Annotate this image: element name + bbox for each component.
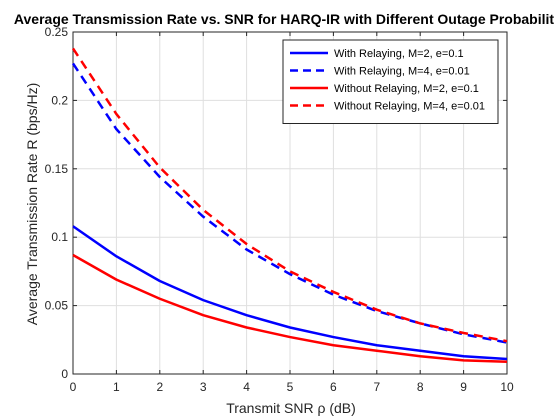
- y-tick-label: 0.2: [51, 93, 68, 107]
- x-tick-label: 6: [330, 380, 337, 394]
- legend-entry-label: With Relaying, M=4, e=0.01: [334, 66, 470, 78]
- axis-ticks: 0 1 2 3 4 5 6 7 8 9 10 0 0.05 0.1 0.15 0.2 0.25: [45, 25, 514, 394]
- x-tick-label: 10: [500, 380, 514, 394]
- x-tick-label: 9: [460, 380, 467, 394]
- x-tick-label: 5: [287, 380, 294, 394]
- legend: With Relaying, M=2, e=0.1 With Relaying, …: [282, 39, 499, 124]
- series-line-1: [72, 225, 508, 361]
- legend-entry-label: With Relaying, M=2, e=0.1: [334, 48, 464, 60]
- x-tick-label: 3: [200, 380, 207, 394]
- x-tick-label: 1: [113, 380, 120, 394]
- series-line-2: [71, 62, 508, 344]
- x-tick-label: 4: [243, 380, 250, 394]
- y-tick-label: 0.15: [45, 162, 69, 176]
- series-line-4: [71, 47, 508, 343]
- x-tick-label: 8: [417, 380, 424, 394]
- legend-entry-label: Without Relaying, M=4, e=0.01: [334, 101, 485, 113]
- x-tick-label: 2: [156, 380, 163, 394]
- series-line-3: [72, 253, 508, 363]
- x-tick-label: 0: [70, 380, 77, 394]
- x-axis-label: Transmit SNR ρ (dB): [226, 400, 356, 416]
- series-lines: [71, 47, 508, 363]
- y-axis-label: Average Transmission Rate R (bps/Hz): [24, 83, 40, 326]
- chart-title: Average Transmission Rate vs. SNR for HA…: [14, 11, 554, 27]
- x-tick-label: 7: [373, 380, 380, 394]
- y-tick-label: 0.25: [45, 25, 69, 39]
- y-tick-label: 0.05: [45, 299, 69, 313]
- legend-entry-label: Without Relaying, M=2, e=0.1: [334, 83, 479, 95]
- y-tick-label: 0.1: [51, 230, 68, 244]
- y-tick-label: 0: [61, 367, 68, 381]
